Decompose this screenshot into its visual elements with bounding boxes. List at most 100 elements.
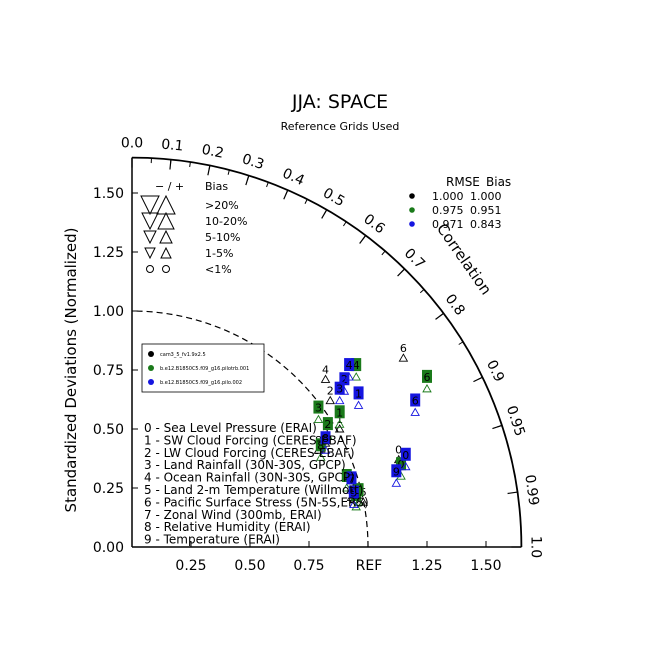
chart-subtitle: Reference Grids Used	[281, 120, 400, 133]
marker-case-1	[341, 483, 352, 492]
marker-label: 1	[355, 387, 362, 400]
marker-label-box	[353, 386, 364, 400]
marker-label-box	[391, 464, 402, 478]
y-tick-label: 0.50	[93, 422, 124, 438]
marker-label: 8	[317, 439, 324, 452]
marker-case-0	[398, 353, 409, 362]
marker-case-1	[316, 452, 326, 461]
correlation-tick-label: 0.5	[320, 185, 347, 210]
bias-legend-row: >20%	[205, 199, 239, 212]
marker-label: 3	[315, 402, 322, 415]
marker-label: 2	[341, 373, 348, 386]
marker-label-box	[315, 438, 326, 452]
variable-legend-row: 0 - Sea Level Pressure (ERAI)	[144, 421, 317, 435]
marker-case-1	[313, 414, 324, 424]
correlation-tick	[321, 209, 328, 219]
marker-case-0	[334, 424, 345, 433]
marker-label-box	[322, 417, 333, 431]
case-legend-name: b.e12.B1850C5.f09_g16.pilo.002	[160, 380, 242, 386]
correlation-tick	[507, 491, 518, 495]
correlation-minor-tick	[458, 341, 464, 345]
marker-label: 4	[346, 359, 353, 372]
variable-legend-row: 8 - Relative Humidity (ERAI)	[144, 520, 311, 534]
x-tick-label: 0.25	[175, 558, 206, 574]
bias-up-triangle-icon	[160, 246, 172, 259]
marker-case-2	[334, 395, 345, 405]
marker-label: 7	[348, 472, 355, 485]
variable-legend-row: 2 - LW Cloud Forcing (CERES-EBAF)	[144, 446, 355, 460]
marker-label-box	[346, 471, 357, 485]
bias-up-triangle-icon	[157, 211, 175, 230]
marker-label: 6	[400, 342, 407, 355]
correlation-tick	[207, 165, 211, 176]
correlation-minor-tick	[343, 221, 347, 227]
correlation-minor-tick	[266, 182, 269, 188]
bias-circle-icon	[146, 265, 154, 273]
variable-legend-row: 5 - Land 2-m Temperature (Willmott)	[144, 483, 363, 497]
marker-case-2	[320, 445, 331, 454]
variable-legend-row: 9 - Temperature (ERAI)	[144, 533, 280, 547]
x-tick-label: 0.75	[293, 558, 324, 574]
correlation-minor-tick	[189, 161, 191, 168]
marker-case-2	[391, 478, 402, 487]
variable-legend-row: 3 - Land Rainfall (30N-30S, GPCP)	[144, 458, 346, 472]
marker-case-2	[400, 461, 411, 471]
y-tick-label: 0.75	[93, 363, 124, 379]
rmse-row-dot	[409, 207, 415, 213]
x-tick-label: 1.25	[411, 558, 442, 574]
variable-legend-row: 7 - Zonal Wind (300mb, ERAI)	[144, 508, 322, 522]
bias-legend-row: 5-10%	[205, 231, 240, 244]
axes: 0.000.250.250.500.500.750.751.001.251.25…	[93, 136, 544, 574]
bias-value: 0.843	[470, 218, 502, 231]
marker-label: 6	[412, 394, 419, 407]
legends: − / + Bias>20%10-20%5-10%1-5%<1%RMSE Bias1…	[140, 175, 511, 547]
marker-label: 9	[393, 465, 400, 478]
y-tick-label: 1.00	[93, 304, 124, 320]
bias-down-triangle-icon	[140, 195, 160, 216]
correlation-minor-tick	[227, 169, 230, 175]
bias-down-triangle-icon	[141, 212, 159, 231]
variable-legend-row: 6 - Pacific Surface Stress (5N-5S,ERS)	[144, 495, 369, 509]
correlation-tick	[245, 175, 250, 186]
bias-legend-header: Bias	[205, 180, 228, 193]
marker-label: 2	[324, 418, 331, 431]
bias-legend-row: 1-5%	[205, 247, 233, 260]
case-legend-box	[141, 343, 265, 393]
marker-label-box	[334, 405, 345, 419]
x-tick-label: 1.50	[470, 558, 501, 574]
marker-case-2	[349, 499, 359, 508]
marker-case-1	[353, 497, 364, 506]
rmse-header: RMSE	[446, 175, 480, 189]
correlation-minor-tick	[419, 289, 425, 294]
correlation-minor-tick	[381, 250, 386, 256]
marker-label-box	[410, 393, 421, 407]
bias-up-triangle-icon	[159, 229, 173, 244]
chart-title: JJA: SPACE	[291, 91, 388, 113]
marker-label: 3	[336, 383, 343, 396]
marker-label: 1	[336, 406, 343, 419]
marker-label-box	[320, 431, 331, 445]
bias-value: 1.000	[470, 190, 502, 203]
correlation-tick	[492, 424, 503, 430]
ref-label: REF	[356, 558, 383, 574]
marker-label-box	[313, 400, 324, 414]
rmse-value: 0.971	[432, 218, 464, 231]
marker-label-box	[396, 457, 407, 471]
rmse-value: 0.975	[432, 204, 464, 217]
marker-label: 4	[322, 363, 329, 376]
marker-label: 8	[322, 432, 329, 445]
correlation-axis-label: Correlation	[433, 220, 495, 298]
marker-label-box	[344, 358, 355, 372]
marker-case-0	[325, 395, 336, 405]
correlation-tick-label: 0.0	[121, 136, 143, 152]
correlation-tick	[169, 159, 172, 170]
marker-label: 0	[395, 444, 402, 457]
correlation-tick-label: 0.95	[503, 404, 528, 439]
x-tick-label: 0.50	[234, 558, 265, 574]
marker-label-box	[400, 447, 411, 461]
marker-label: 6	[424, 371, 431, 384]
marker-label-box	[334, 381, 345, 395]
bias-legend-signs: − / +	[155, 180, 184, 193]
case-legend-dot	[148, 379, 154, 385]
